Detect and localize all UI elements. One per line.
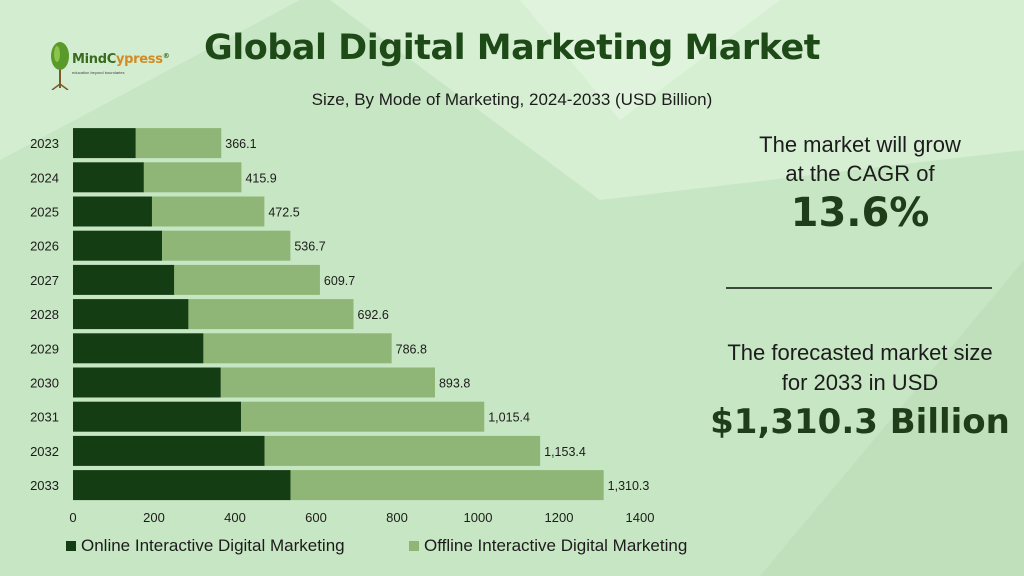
forecast-line-1: The forecasted market size bbox=[727, 340, 993, 365]
bar-online bbox=[73, 162, 144, 193]
bar-offline bbox=[143, 162, 242, 193]
y-tick-label: 2032 bbox=[30, 444, 59, 459]
callout-divider bbox=[726, 287, 992, 289]
x-tick-label: 800 bbox=[386, 510, 408, 525]
bar-offline bbox=[241, 401, 485, 432]
data-label: 786.8 bbox=[396, 342, 427, 356]
legend-item-offline: Offline Interactive Digital Marketing bbox=[409, 536, 687, 556]
bar-online bbox=[73, 264, 175, 295]
bar-offline bbox=[220, 367, 435, 398]
bar-online bbox=[73, 470, 291, 501]
x-tick-label: 200 bbox=[143, 510, 165, 525]
y-tick-label: 2023 bbox=[30, 136, 59, 151]
forecast-value: $1,310.3 Billion bbox=[710, 402, 1010, 442]
legend-item-online: Online Interactive Digital Marketing bbox=[66, 536, 345, 556]
data-label: 1,015.4 bbox=[488, 411, 530, 425]
data-label: 536.7 bbox=[294, 240, 325, 254]
bar-online bbox=[73, 367, 221, 398]
y-tick-label: 2024 bbox=[30, 170, 59, 185]
data-label: 893.8 bbox=[439, 377, 470, 391]
y-tick-label: 2029 bbox=[30, 341, 59, 356]
bar-online bbox=[73, 299, 189, 330]
cagr-callout-text: The market will grow at the CAGR of bbox=[700, 130, 1020, 188]
x-tick-label: 1000 bbox=[464, 510, 493, 525]
bar-online bbox=[73, 128, 136, 159]
bar-offline bbox=[151, 196, 265, 227]
chart-title: Global Digital Marketing Market bbox=[204, 28, 820, 68]
data-label: 472.5 bbox=[268, 206, 299, 220]
data-label: 1,153.4 bbox=[544, 445, 586, 459]
x-tick-label: 1200 bbox=[545, 510, 574, 525]
bar-online bbox=[73, 333, 204, 364]
x-tick-label: 0 bbox=[69, 510, 76, 525]
data-label: 692.6 bbox=[358, 308, 389, 322]
x-tick-label: 1400 bbox=[626, 510, 655, 525]
cagr-value: 13.6% bbox=[790, 190, 930, 236]
chart-subtitle: Size, By Mode of Marketing, 2024-2033 (U… bbox=[311, 90, 713, 109]
bar-offline bbox=[203, 333, 392, 364]
bar-offline bbox=[135, 128, 222, 159]
data-label: 1,310.3 bbox=[608, 479, 650, 493]
legend-label-online: Online Interactive Digital Marketing bbox=[81, 536, 345, 555]
bar-offline bbox=[188, 299, 354, 330]
x-tick-label: 600 bbox=[305, 510, 327, 525]
bar-online bbox=[73, 230, 163, 261]
tree-icon bbox=[51, 42, 69, 90]
y-tick-label: 2026 bbox=[30, 239, 59, 254]
bar-offline bbox=[290, 470, 604, 501]
data-label: 609.7 bbox=[324, 274, 355, 288]
y-tick-label: 2028 bbox=[30, 307, 59, 322]
cagr-line-2: at the CAGR of bbox=[785, 161, 935, 186]
brand-tagline: education beyond boundaries bbox=[72, 70, 125, 75]
y-tick-label: 2025 bbox=[30, 205, 59, 220]
x-tick-label: 400 bbox=[224, 510, 246, 525]
legend-swatch-offline bbox=[409, 541, 419, 551]
y-tick-label: 2030 bbox=[30, 376, 59, 391]
brand-name: MindCypress® bbox=[72, 52, 170, 67]
data-label: 415.9 bbox=[245, 171, 276, 185]
forecast-callout-text: The forecasted market size for 2033 in U… bbox=[700, 338, 1020, 398]
bar-online bbox=[73, 196, 152, 227]
y-tick-label: 2031 bbox=[30, 410, 59, 425]
bar-offline bbox=[162, 230, 291, 261]
bar-online bbox=[73, 401, 242, 432]
y-tick-label: 2033 bbox=[30, 478, 59, 493]
brand-logo bbox=[46, 40, 186, 90]
bar-offline bbox=[174, 264, 320, 295]
data-label: 366.1 bbox=[225, 137, 256, 151]
forecast-line-2: for 2033 in USD bbox=[781, 370, 939, 395]
bar-offline bbox=[264, 435, 541, 466]
legend-swatch-online bbox=[66, 541, 76, 551]
legend-label-offline: Offline Interactive Digital Marketing bbox=[424, 536, 688, 555]
cagr-line-1: The market will grow bbox=[759, 132, 961, 157]
y-tick-label: 2027 bbox=[30, 273, 59, 288]
bar-online bbox=[73, 435, 265, 466]
